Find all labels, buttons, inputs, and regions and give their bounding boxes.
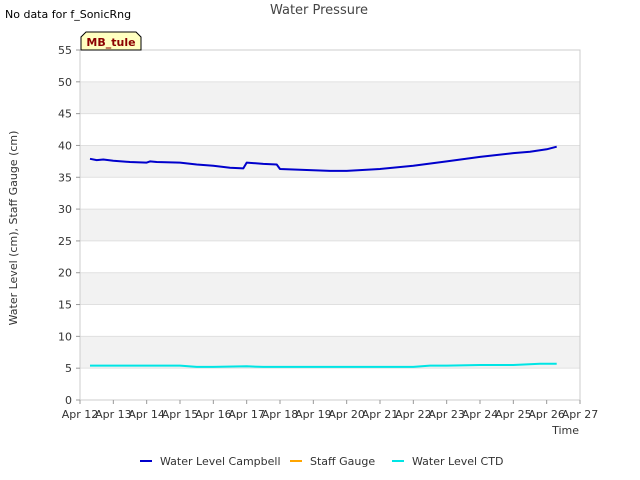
legend-label-water-level-ctd: Water Level CTD	[412, 455, 503, 468]
x-tick-label: Apr 21	[362, 408, 399, 421]
x-tick-label: Apr 16	[195, 408, 232, 421]
chart-title: Water Pressure	[270, 3, 368, 18]
site-badge-shape	[80, 31, 142, 51]
y-tick-label: 20	[58, 267, 72, 280]
x-tick-label: Apr 26	[528, 408, 565, 421]
y-tick-label: 35	[58, 171, 72, 184]
y-tick-label: 40	[58, 139, 72, 152]
x-tick-label: Apr 12	[62, 408, 99, 421]
x-axis-label: Time	[551, 424, 579, 437]
plot-bands	[80, 81, 580, 369]
x-tick-label: Apr 25	[495, 408, 532, 421]
legend: Water Level Campbell Staff Gauge Water Lev…	[140, 455, 503, 468]
x-tick-label: Apr 20	[328, 408, 365, 421]
y-tick-label: 45	[58, 108, 72, 121]
y-tick-label: 5	[65, 362, 72, 375]
plot-band	[80, 272, 580, 305]
x-tick-label: Apr 13	[95, 408, 132, 421]
series-line-water-level-campbell	[89, 145, 557, 172]
site-badge: MB_tule	[80, 31, 142, 51]
plot-band	[80, 336, 580, 369]
legend-label-water-level-campbell: Water Level Campbell	[160, 455, 281, 468]
no-data-notice: No data for f_SonicRng	[5, 8, 131, 21]
gridlines	[80, 49, 580, 401]
x-tick-label: Apr 18	[262, 408, 299, 421]
x-tick-label: Apr 23	[428, 408, 465, 421]
y-tick-label: 0	[65, 394, 72, 407]
y-tick-label: 55	[58, 44, 72, 57]
y-tick-label: 50	[58, 76, 72, 89]
y-tick-label: 10	[58, 330, 72, 343]
plot-frame	[79, 49, 581, 401]
x-tick-label: Apr 14	[128, 408, 165, 421]
y-axis-ticks: 0 5 10 15 20 25 30 35 40 45 50 55	[58, 44, 80, 407]
series-lines	[89, 145, 557, 368]
y-tick-label: 30	[58, 203, 72, 216]
x-tick-label: Apr 17	[228, 408, 265, 421]
y-tick-label: 15	[58, 299, 72, 312]
series-line-water-level-ctd	[90, 362, 557, 368]
plot-band	[80, 209, 580, 241]
y-axis-label: Water Level (cm), Staff Gauge (cm)	[7, 131, 20, 326]
y-tick-label: 25	[58, 235, 72, 248]
legend-label-staff-gauge: Staff Gauge	[310, 455, 375, 468]
plot-band	[80, 81, 580, 114]
site-badge-label: MB_tule	[86, 36, 135, 49]
x-tick-label: Apr 22	[395, 408, 432, 421]
x-tick-label: Apr 24	[462, 408, 499, 421]
x-tick-label: Apr 19	[295, 408, 332, 421]
x-tick-label: Apr 27	[562, 408, 599, 421]
x-tick-label: Apr 15	[162, 408, 199, 421]
